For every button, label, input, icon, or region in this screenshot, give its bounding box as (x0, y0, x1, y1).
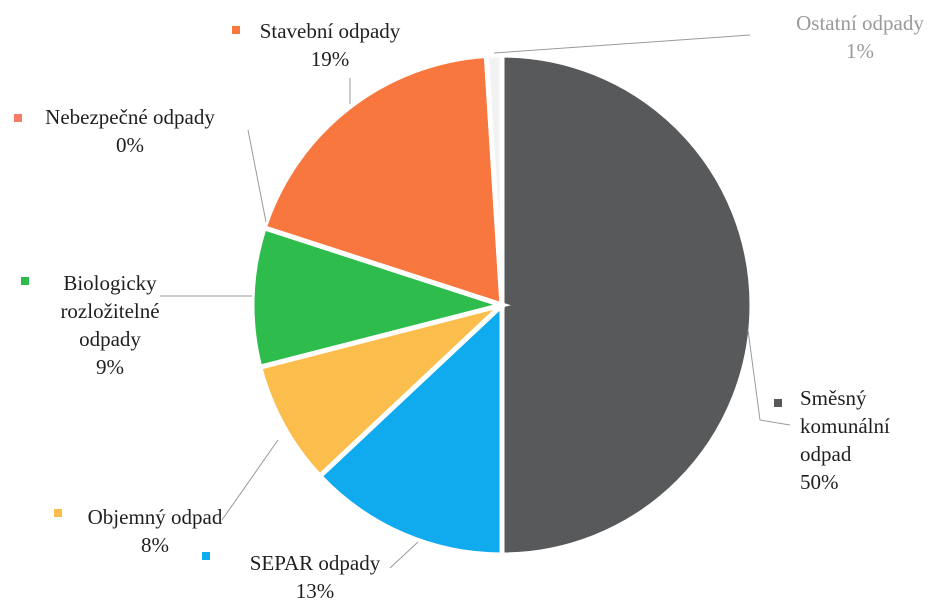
label-percent-objemny-odpad: 8% (141, 533, 169, 557)
label-line-smesny-komunalni-odpad: odpad (800, 442, 852, 466)
legend-marker-nebezpecne-odpady (14, 114, 22, 122)
slice-ostatni-odpady (483, 52, 505, 306)
label-separ-odpady: SEPAR odpady 13% (250, 551, 381, 600)
label-ostatni-odpady: Ostatní odpady 1% (796, 11, 924, 63)
legend-marker-smesny-komunalni-odpad (774, 399, 782, 407)
leader-line-objemny-odpad (221, 439, 279, 521)
leader-line-smesny-komunalni-odpad (747, 329, 791, 426)
label-biologicky-rozlozitelne-odpady: Biologicky rozložitelné odpady 9% (60, 271, 159, 379)
label-line-smesny-komunalni-odpad: komunální (800, 414, 890, 438)
label-line-smesny-komunalni-odpad: Směsný (800, 386, 867, 410)
label-line-nebezpecne-odpady: Nebezpečné odpady (45, 105, 215, 129)
leader-line-ostatni-odpady (493, 34, 751, 54)
legend-marker-separ-odpady (202, 552, 210, 560)
label-percent-ostatni-odpady: 1% (846, 39, 874, 63)
label-percent-nebezpecne-odpady: 0% (116, 133, 144, 157)
label-percent-biologicky-rozlozitelne-odpady: 9% (96, 355, 124, 379)
label-smesny-komunalni-odpad: Směsný komunální odpad 50% (800, 386, 890, 494)
legend-marker-objemny-odpad (54, 509, 62, 517)
label-line-biologicky-rozlozitelne-odpady: Biologicky (63, 271, 157, 295)
leader-lines (160, 34, 791, 569)
label-percent-stavebni-odpady: 19% (311, 47, 350, 71)
slice-biologicky-rozlozitelne-odpady (249, 224, 511, 371)
label-line-objemny-odpad: Objemný odpad (88, 505, 223, 529)
slice-objemny-odpad (256, 302, 504, 480)
label-line-biologicky-rozlozitelne-odpady: odpady (79, 327, 141, 351)
label-stavebni-odpady: Stavební odpady 19% (260, 19, 401, 71)
slice-labels: Směsný komunální odpad 50% SEPAR odpady 13% Ob… (14, 11, 924, 600)
pie-slices (249, 52, 755, 558)
slice-separ-odpady (316, 299, 505, 558)
label-line-biologicky-rozlozitelne-odpady: rozložitelné (60, 299, 159, 323)
label-line-stavebni-odpady: Stavební odpady (260, 19, 401, 43)
slice-stavebni-odpady (261, 52, 505, 309)
legend-marker-stavebni-odpady (232, 26, 240, 34)
label-percent-separ-odpady: 13% (296, 579, 335, 600)
label-line-ostatni-odpady: Ostatní odpady (796, 11, 924, 35)
label-nebezpecne-odpady: Nebezpečné odpady 0% (45, 105, 215, 157)
slice-smesny-komunalni-odpad (499, 52, 755, 558)
legend-marker-biologicky-rozlozitelne-odpady (21, 277, 29, 285)
label-percent-smesny-komunalni-odpad: 50% (800, 470, 839, 494)
leader-line-nebezpecne-odpady (247, 129, 267, 223)
label-objemny-odpad: Objemný odpad 8% (88, 505, 223, 557)
label-line-separ-odpady: SEPAR odpady (250, 551, 381, 575)
leader-line-separ-odpady (389, 541, 419, 569)
